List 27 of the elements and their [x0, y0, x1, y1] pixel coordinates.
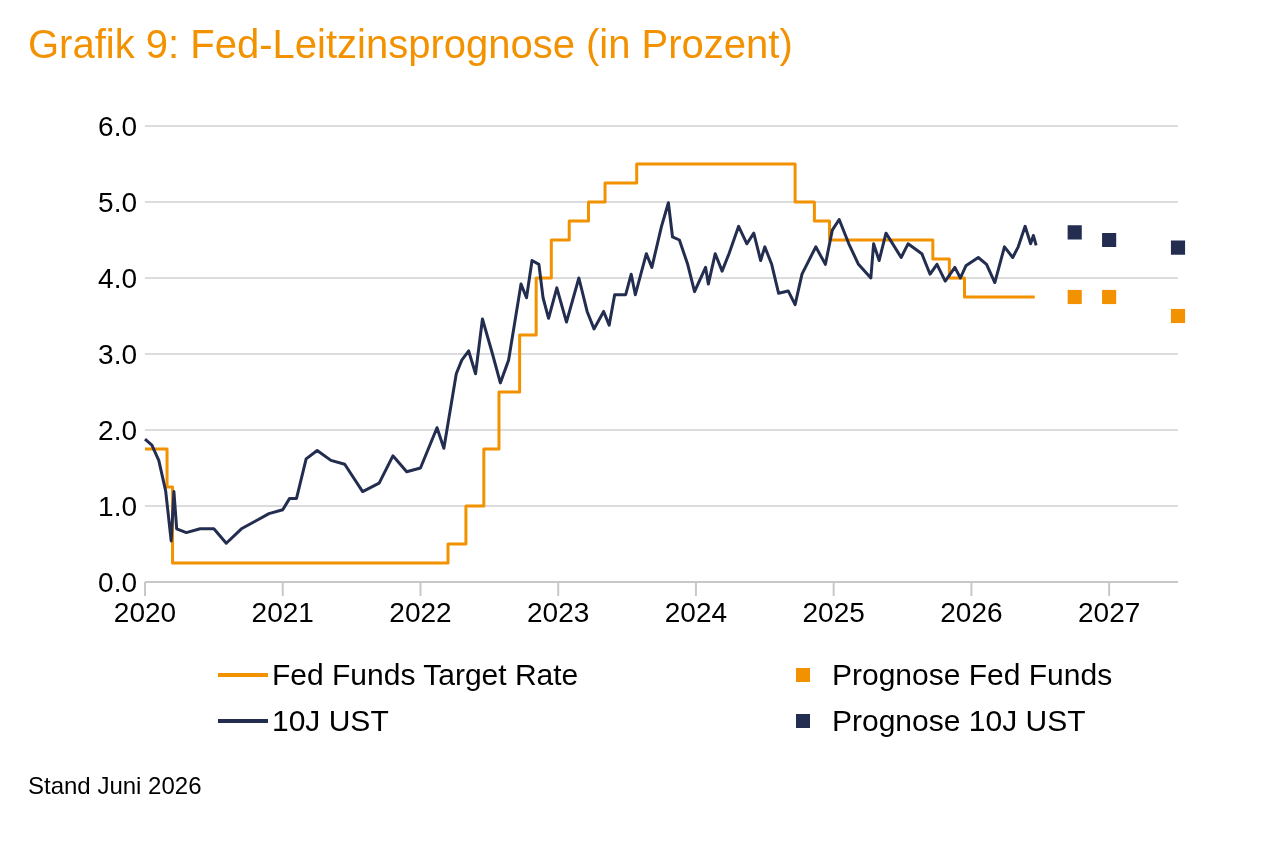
x-tick-label: 2023: [527, 596, 590, 628]
y-tick-label: 4.0: [98, 262, 137, 294]
point: [1102, 289, 1117, 305]
point: [1170, 308, 1186, 324]
legend-label: Prognose 10J UST: [832, 704, 1086, 738]
legend-label: Fed Funds Target Rate: [272, 658, 579, 692]
y-tick-label: 1.0: [98, 490, 137, 522]
x-tick-label: 2027: [1077, 596, 1141, 628]
x-tick-label: 2021: [251, 596, 314, 628]
y-tick-label: 0.0: [98, 566, 137, 598]
x-tick-label: 2020: [113, 596, 177, 628]
point: [1170, 240, 1186, 255]
point: [1067, 225, 1082, 240]
y-tick-label: 5.0: [98, 186, 137, 218]
y-tick-label: 2.0: [98, 414, 137, 446]
legend-label: 10J UST: [272, 704, 389, 738]
x-tick-label: 2022: [389, 596, 452, 628]
y-tick-label: 3.0: [98, 338, 137, 370]
y-tick-label: 6.0: [98, 110, 137, 142]
text: Stand Juni 2026: [28, 772, 203, 800]
chart-title: Grafik 9: Fed-Leitzinsprognose (in Prozent): [27, 21, 794, 68]
point: [1067, 289, 1082, 305]
point: [1102, 232, 1117, 248]
x-tick-label: 2024: [664, 596, 728, 628]
x-tick-label: 2026: [940, 596, 1003, 628]
x-tick-label: 2025: [802, 596, 865, 628]
legend-label: Prognose Fed Funds: [832, 658, 1113, 692]
